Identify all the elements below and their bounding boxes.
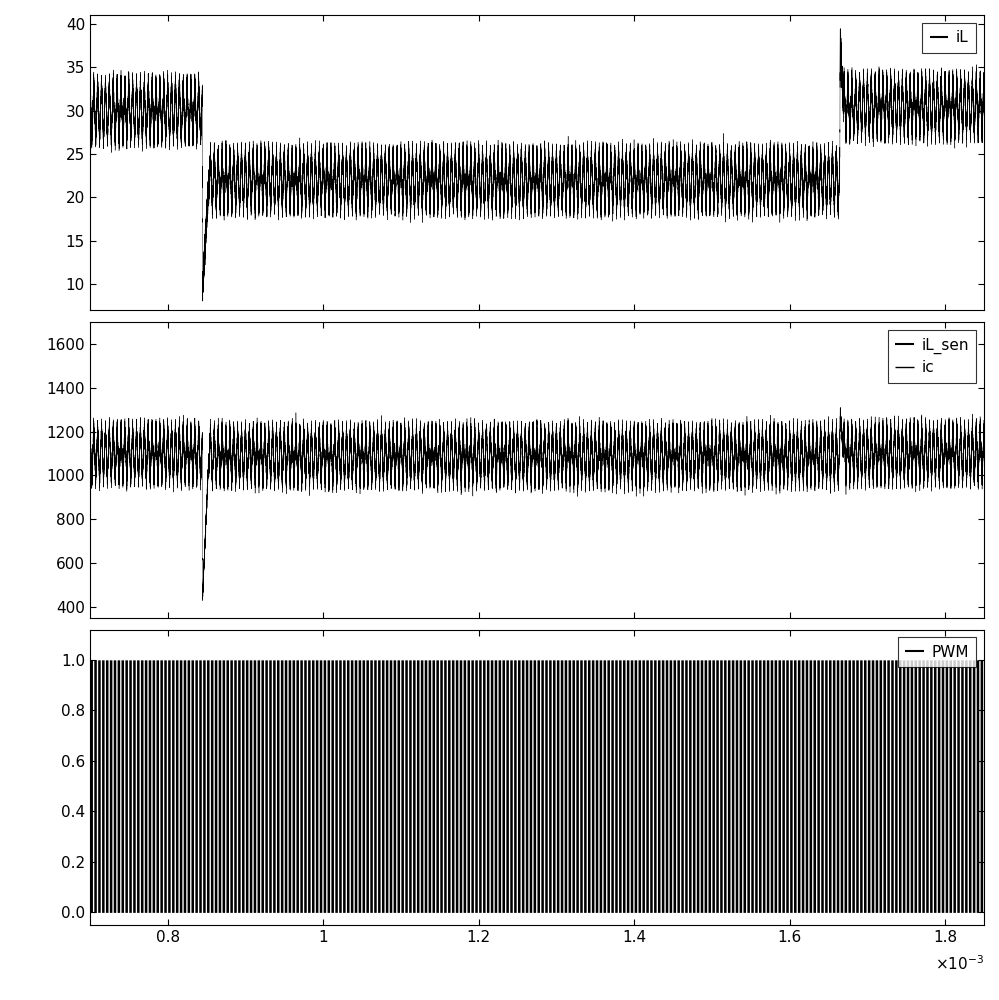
Text: $\times 10^{-3}$: $\times 10^{-3}$ [935, 955, 984, 973]
Legend: PWM: PWM [898, 637, 976, 667]
Legend: iL_sen, ic: iL_sen, ic [888, 330, 976, 383]
Legend: iL: iL [922, 23, 976, 53]
